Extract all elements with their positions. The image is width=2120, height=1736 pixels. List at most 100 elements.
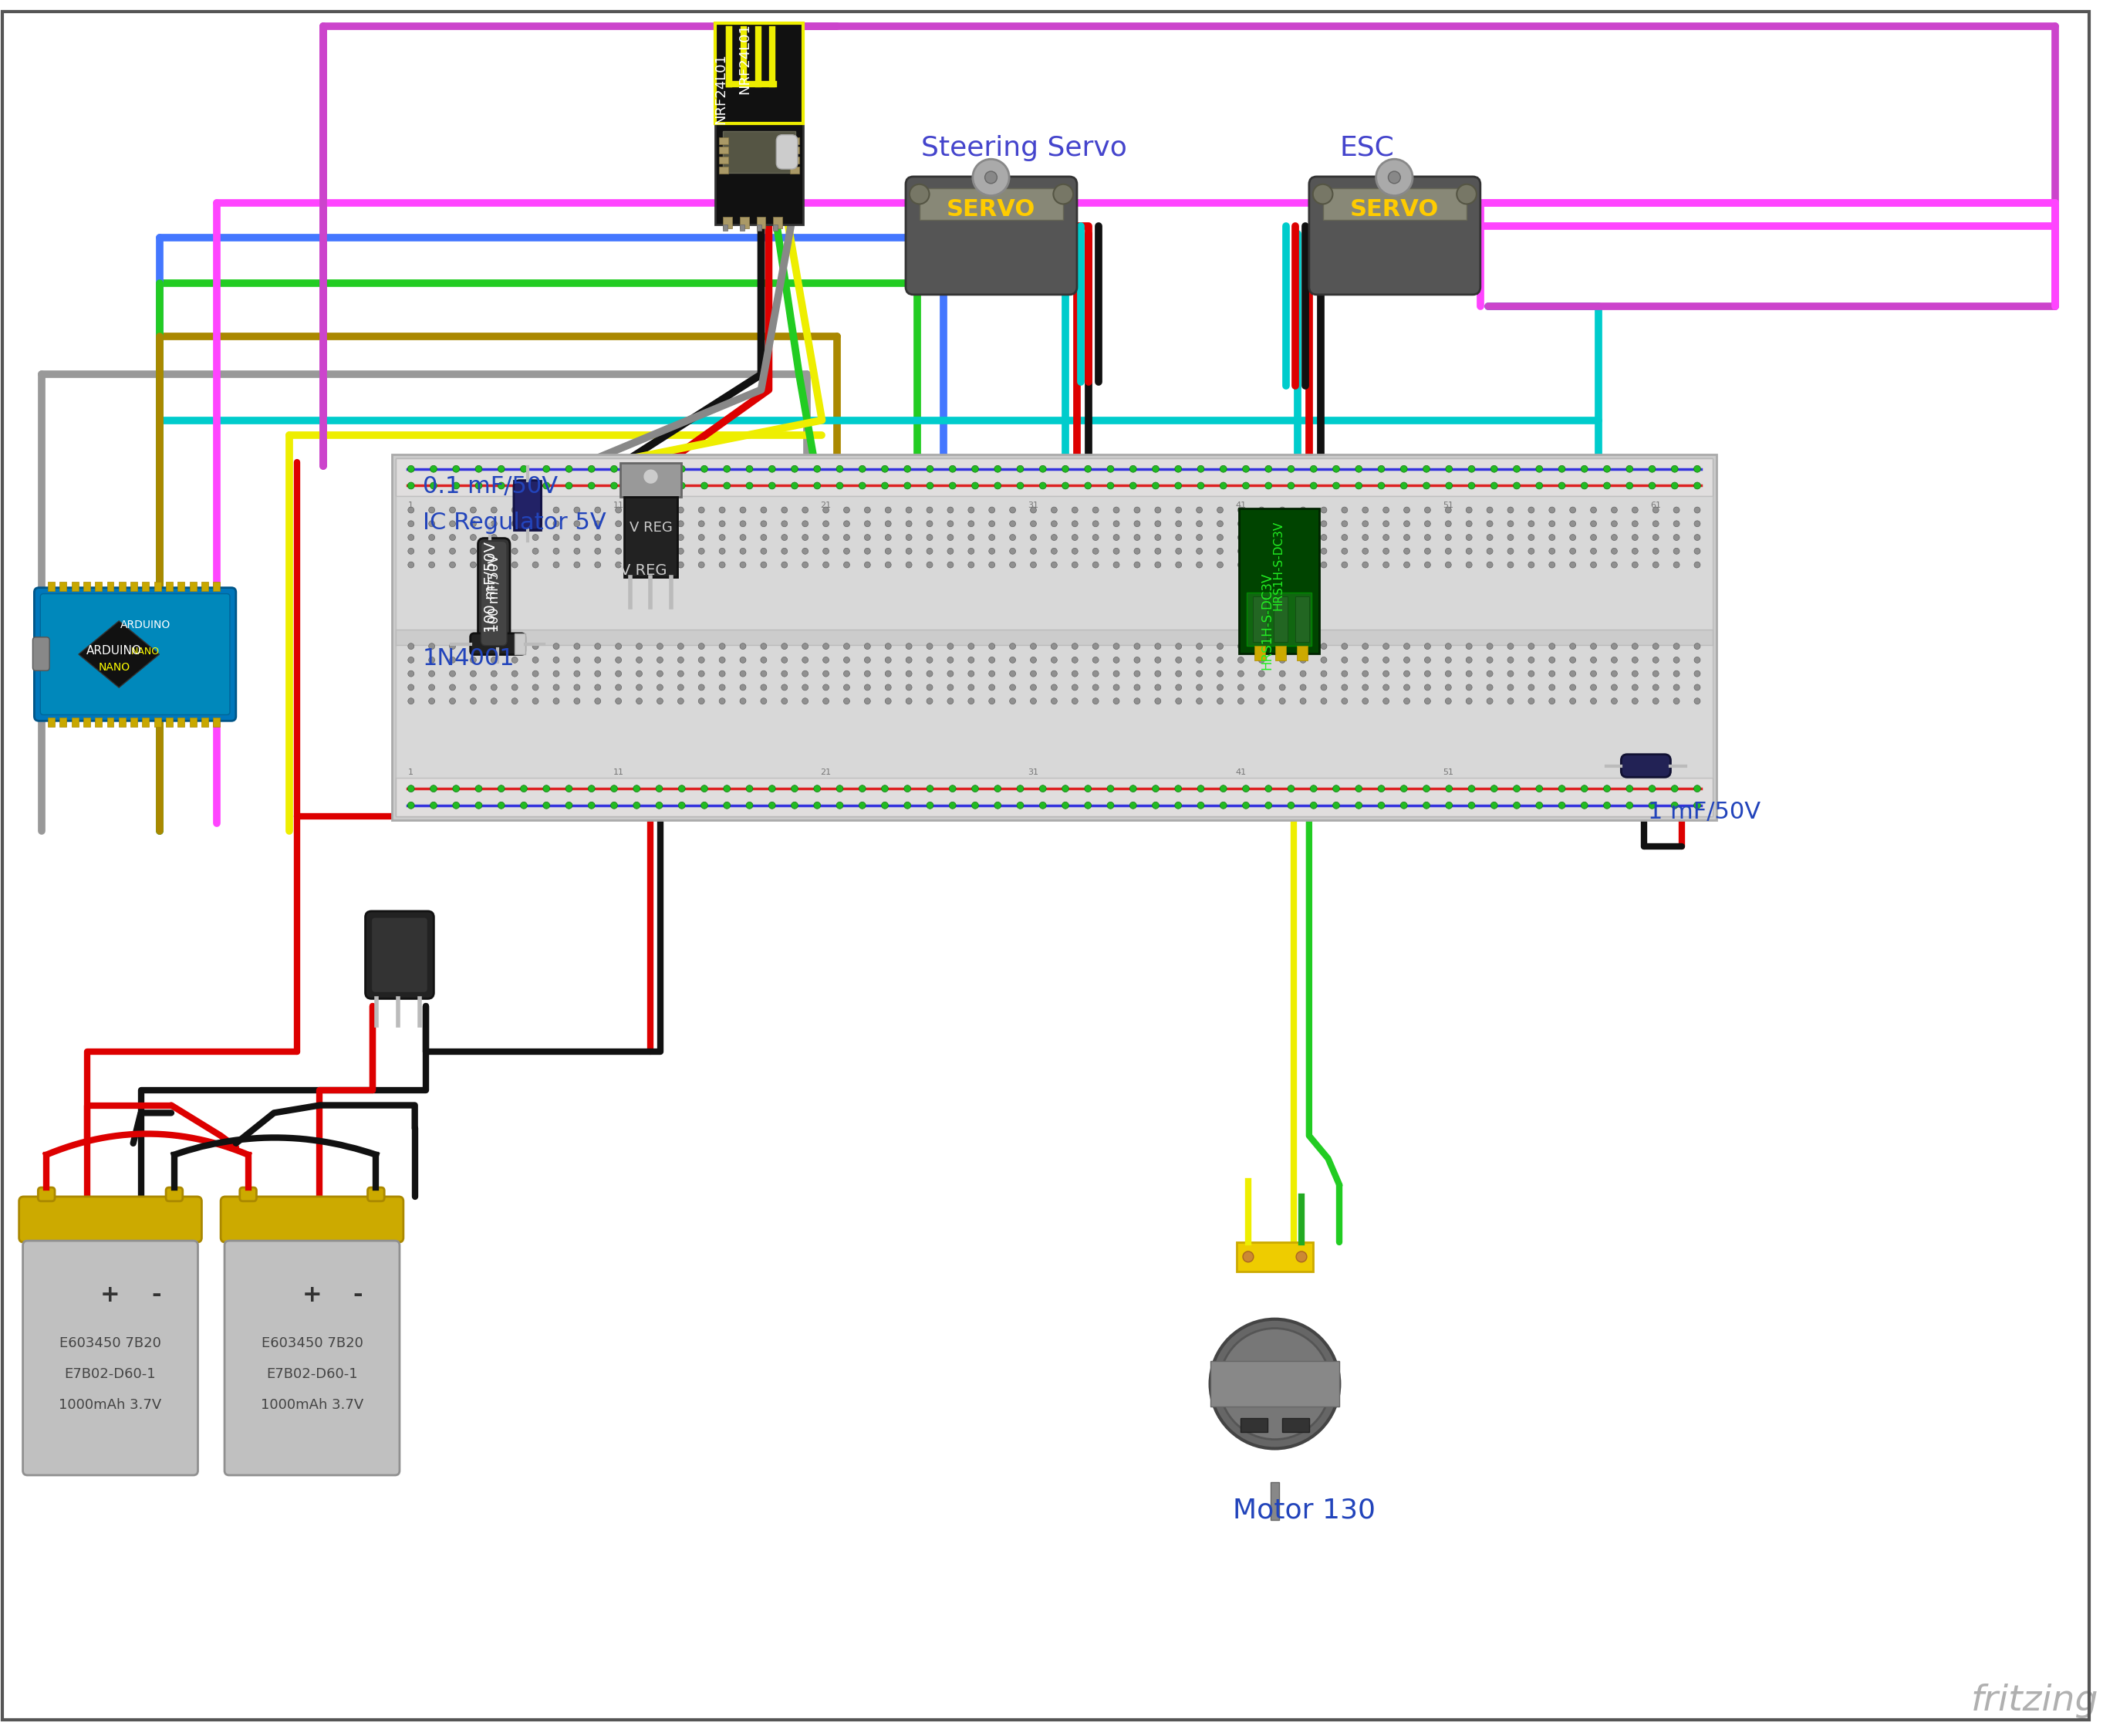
Circle shape (1590, 507, 1596, 514)
Text: 41: 41 (1236, 769, 1247, 776)
Text: 1000mAh 3.7V: 1000mAh 3.7V (261, 1397, 363, 1411)
Circle shape (636, 521, 642, 526)
Circle shape (761, 670, 767, 677)
Circle shape (594, 684, 600, 691)
Circle shape (1469, 465, 1476, 472)
Text: +: + (303, 1285, 322, 1307)
Circle shape (532, 562, 538, 568)
Circle shape (697, 656, 704, 663)
Circle shape (1342, 698, 1348, 705)
Circle shape (519, 465, 528, 472)
Circle shape (859, 465, 865, 472)
Circle shape (1673, 644, 1679, 649)
Bar (1297, 646, 1308, 661)
Bar (1276, 646, 1287, 661)
Circle shape (1130, 802, 1136, 809)
Circle shape (511, 521, 517, 526)
Circle shape (1486, 656, 1492, 663)
Circle shape (1211, 1319, 1340, 1448)
FancyBboxPatch shape (513, 481, 541, 529)
Circle shape (1321, 644, 1327, 649)
Bar (178, 582, 184, 590)
Circle shape (471, 549, 477, 554)
Bar (119, 582, 125, 590)
Circle shape (1382, 562, 1389, 568)
Circle shape (575, 644, 581, 649)
Circle shape (865, 549, 871, 554)
Circle shape (492, 535, 496, 540)
Text: 61: 61 (1649, 502, 1662, 509)
Circle shape (1155, 535, 1162, 540)
Circle shape (1287, 465, 1295, 472)
Circle shape (801, 684, 808, 691)
Circle shape (1073, 656, 1077, 663)
Circle shape (407, 465, 413, 472)
Circle shape (1073, 644, 1077, 649)
Circle shape (761, 562, 767, 568)
Text: NRF24L01: NRF24L01 (714, 54, 727, 125)
Circle shape (1423, 802, 1429, 809)
Circle shape (1401, 483, 1408, 490)
Circle shape (1333, 785, 1340, 792)
Circle shape (449, 684, 456, 691)
Circle shape (859, 785, 865, 792)
Circle shape (1611, 521, 1618, 526)
Circle shape (1654, 549, 1658, 554)
Circle shape (1507, 549, 1514, 554)
Circle shape (1039, 802, 1047, 809)
Circle shape (1467, 507, 1471, 514)
Circle shape (1030, 521, 1037, 526)
Circle shape (950, 465, 956, 472)
Circle shape (1654, 535, 1658, 540)
Circle shape (1363, 562, 1367, 568)
Circle shape (1009, 521, 1015, 526)
Circle shape (1107, 483, 1113, 490)
Circle shape (1134, 698, 1141, 705)
Circle shape (498, 802, 505, 809)
FancyBboxPatch shape (776, 135, 797, 168)
FancyBboxPatch shape (365, 911, 435, 998)
Circle shape (1611, 670, 1618, 677)
Circle shape (1363, 684, 1367, 691)
Circle shape (1107, 785, 1113, 792)
Circle shape (865, 521, 871, 526)
Circle shape (566, 465, 572, 472)
Bar (155, 717, 161, 727)
Circle shape (1626, 802, 1632, 809)
Circle shape (657, 562, 664, 568)
Circle shape (1425, 562, 1431, 568)
Circle shape (948, 521, 954, 526)
Circle shape (1342, 644, 1348, 649)
Circle shape (1632, 644, 1639, 649)
Circle shape (1694, 549, 1700, 554)
Circle shape (1278, 507, 1285, 514)
Circle shape (1030, 549, 1037, 554)
Circle shape (1217, 656, 1223, 663)
Circle shape (844, 549, 850, 554)
Text: SERVO: SERVO (946, 198, 1035, 220)
Circle shape (1259, 549, 1266, 554)
Circle shape (1507, 521, 1514, 526)
Circle shape (950, 785, 956, 792)
Circle shape (1425, 521, 1431, 526)
Circle shape (988, 698, 994, 705)
Circle shape (1673, 535, 1679, 540)
Circle shape (1654, 507, 1658, 514)
Circle shape (428, 644, 435, 649)
Circle shape (1389, 172, 1401, 184)
Circle shape (1198, 785, 1204, 792)
Circle shape (969, 549, 975, 554)
Circle shape (1052, 507, 1058, 514)
Circle shape (1085, 785, 1092, 792)
Circle shape (1569, 521, 1575, 526)
Circle shape (702, 785, 708, 792)
Circle shape (702, 802, 708, 809)
Circle shape (471, 670, 477, 677)
Circle shape (1259, 521, 1266, 526)
Circle shape (1073, 535, 1077, 540)
Circle shape (905, 684, 912, 691)
Circle shape (475, 483, 481, 490)
Bar (1211, 1361, 1340, 1406)
Circle shape (657, 670, 664, 677)
Circle shape (1529, 644, 1535, 649)
